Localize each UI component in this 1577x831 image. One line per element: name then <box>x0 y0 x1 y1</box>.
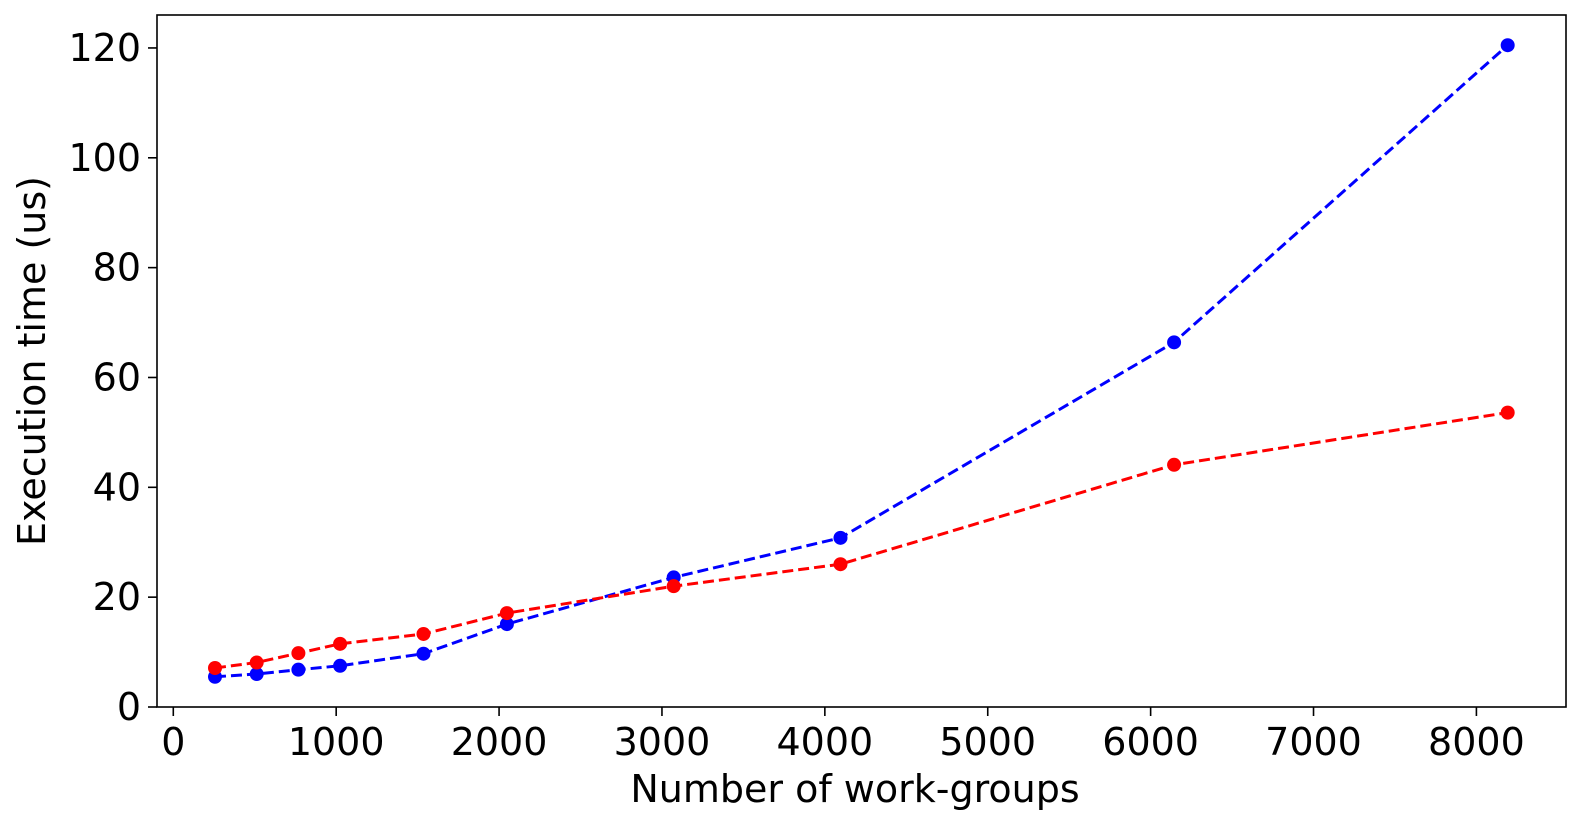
x-tick-label: 6000 <box>1102 720 1199 764</box>
series-line <box>214 411 1508 670</box>
y-tick-label: 60 <box>93 355 141 399</box>
data-point <box>291 646 306 661</box>
y-tick-label: 100 <box>68 136 141 180</box>
x-tick-label: 3000 <box>614 720 711 764</box>
data-point <box>416 626 431 641</box>
x-axis-ticks: 0 1000 2000 3000 4000 5000 6000 7000 8000 <box>161 707 1525 764</box>
data-point <box>416 646 431 661</box>
x-tick-label: 4000 <box>776 720 873 764</box>
data-point <box>333 658 348 673</box>
data-point <box>1167 457 1182 472</box>
y-tick-label: 80 <box>93 246 141 290</box>
x-tick-label: 8000 <box>1428 720 1525 764</box>
series-line <box>214 44 1509 679</box>
data-point <box>291 662 306 677</box>
series-1 <box>207 38 1515 684</box>
plot-frame <box>156 14 1567 708</box>
data-point <box>333 636 348 651</box>
x-tick-label: 1000 <box>288 720 385 764</box>
data-point <box>207 661 222 676</box>
data-point <box>833 557 848 572</box>
x-tick-label: 0 <box>161 720 185 764</box>
x-tick-label: 2000 <box>451 720 548 764</box>
series-layer <box>207 38 1515 684</box>
data-point <box>1500 38 1515 53</box>
data-point <box>499 617 514 632</box>
data-point <box>249 667 264 682</box>
y-axis-title: Execution time (us) <box>10 176 54 546</box>
y-tick-label: 120 <box>68 26 141 70</box>
x-axis-title: Number of work-groups <box>630 767 1079 811</box>
y-tick-label: 40 <box>93 465 141 509</box>
y-tick-label: 20 <box>93 575 141 619</box>
y-axis-ticks: 0 20 40 60 80 100 120 <box>68 26 157 729</box>
data-point <box>833 530 848 545</box>
data-point <box>1500 405 1515 420</box>
data-point <box>666 579 681 594</box>
data-point <box>249 655 264 670</box>
x-tick-label: 7000 <box>1265 720 1362 764</box>
data-point <box>1167 335 1182 350</box>
data-point <box>499 606 514 621</box>
y-tick-label: 0 <box>117 685 141 729</box>
x-tick-label: 5000 <box>939 720 1036 764</box>
series-2 <box>207 405 1515 676</box>
plot-area <box>157 15 1566 707</box>
